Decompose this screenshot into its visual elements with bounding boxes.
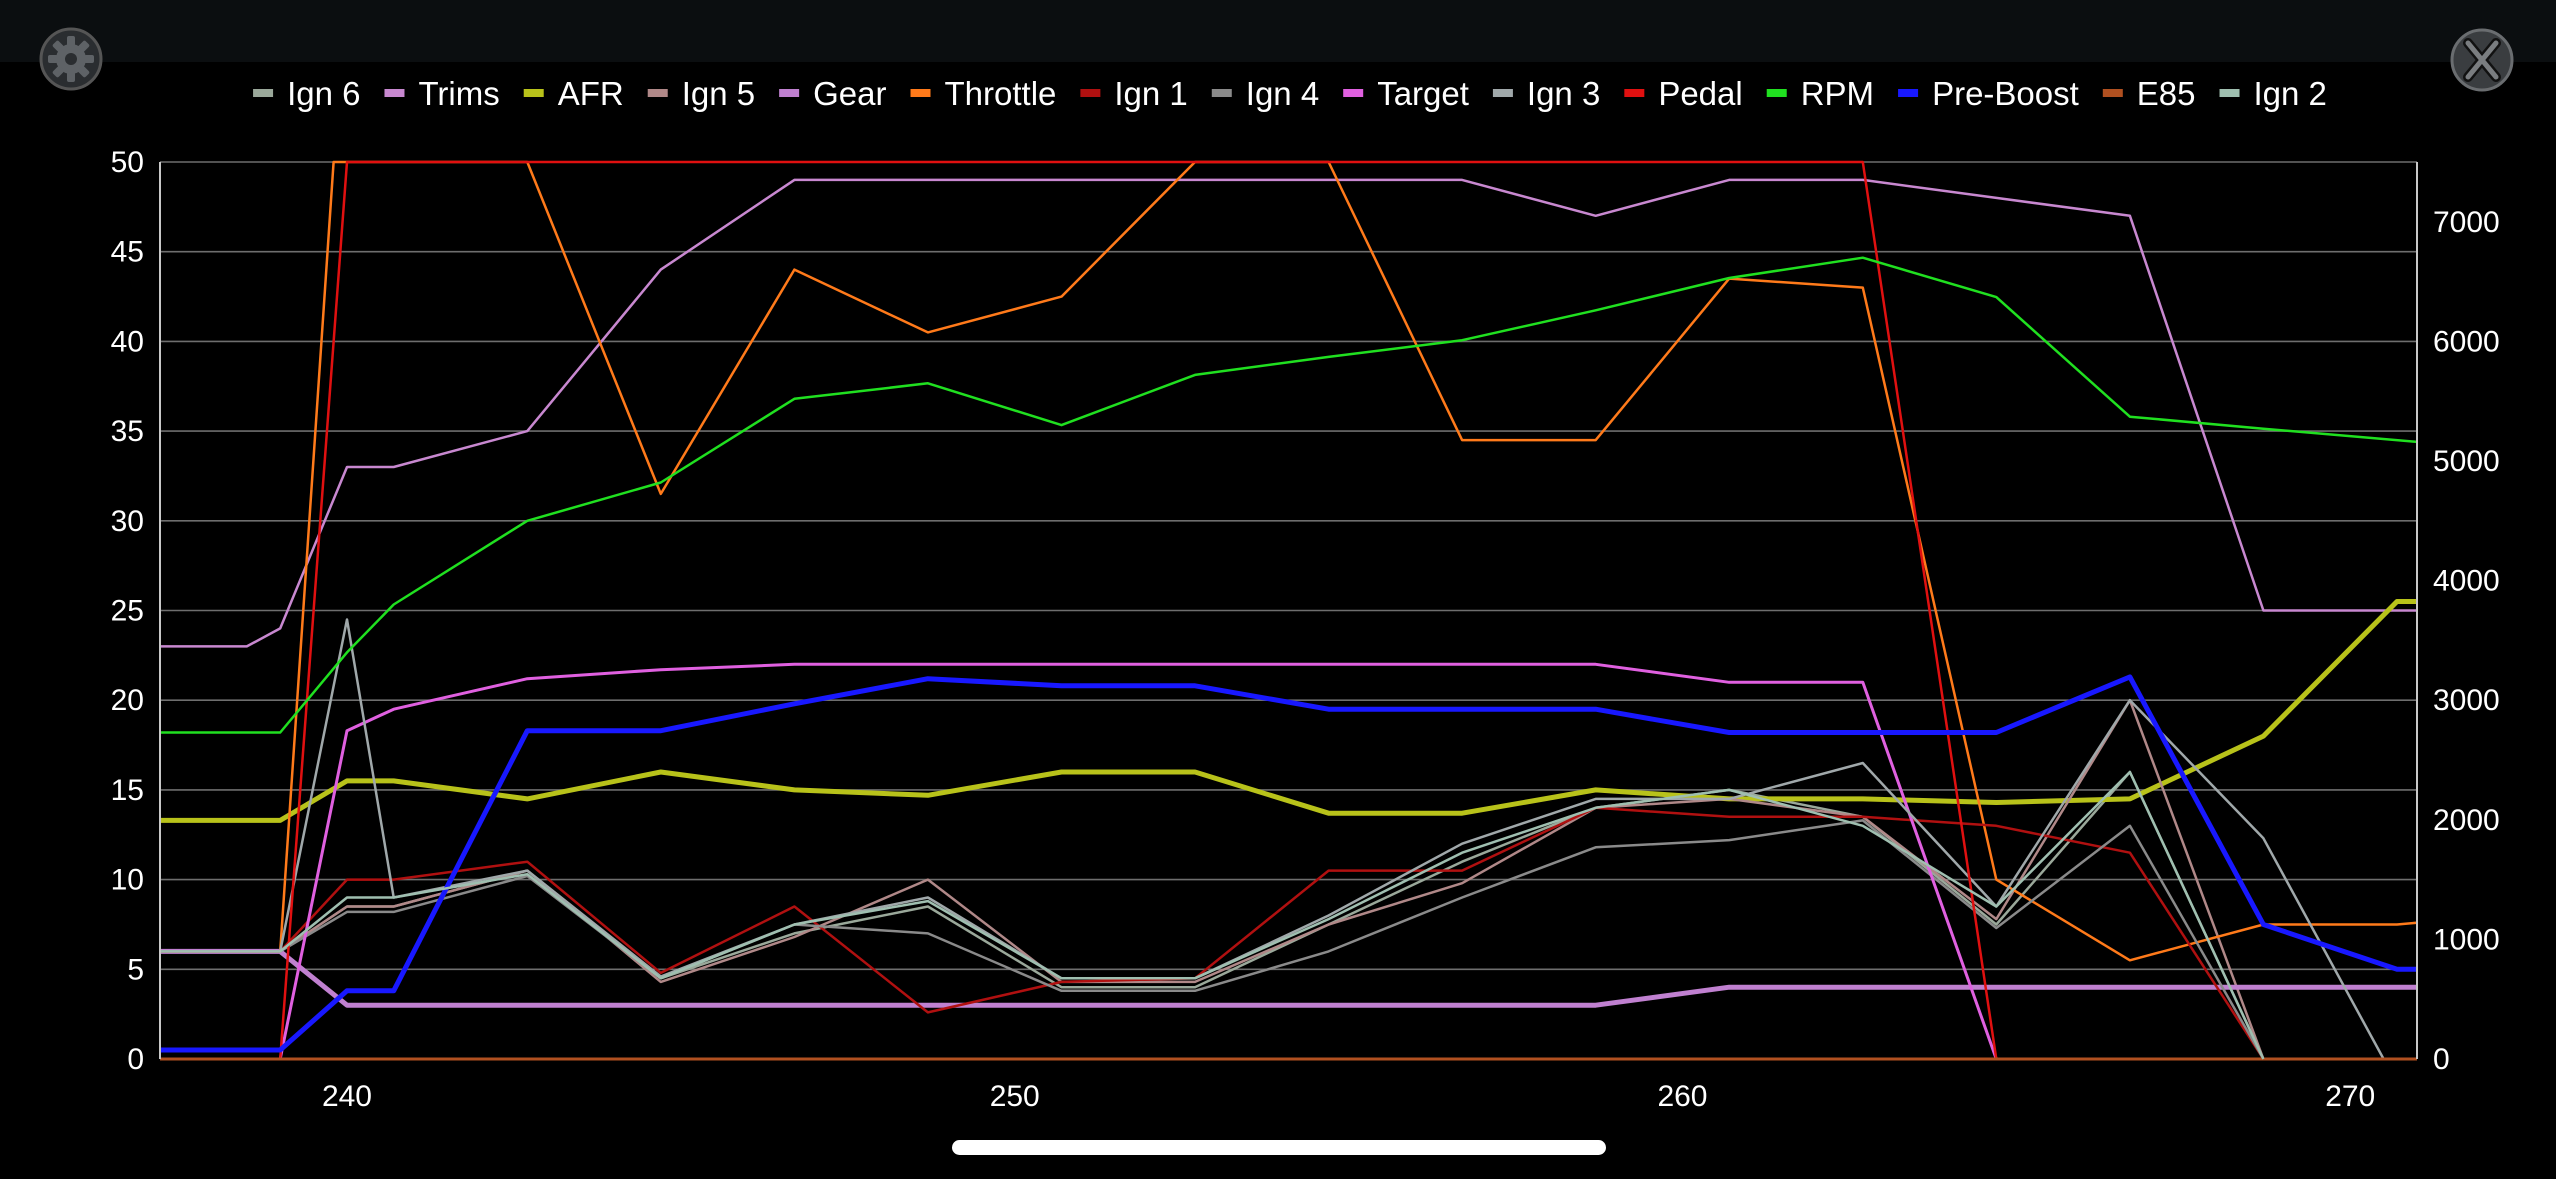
x-tick-label: 240 bbox=[322, 1080, 372, 1113]
series-line-pre-boost bbox=[160, 674, 2417, 1053]
series-line-rpm bbox=[160, 256, 2417, 734]
legend-label: Gear bbox=[813, 75, 886, 112]
y-right-tick-label: 0 bbox=[2433, 1043, 2450, 1076]
y-right-tick-label: 4000 bbox=[2433, 565, 2500, 598]
series-line-trims bbox=[160, 178, 2417, 648]
legend: Ign 6 Trims AFR Ign 5 Gear Throttle Ign 1 Ign 4… bbox=[253, 75, 2327, 112]
legend-swatch bbox=[910, 89, 931, 97]
home-indicator bbox=[952, 1140, 1606, 1155]
series-line-ign-5 bbox=[160, 698, 2265, 1060]
y-left-tick-label: 35 bbox=[111, 415, 144, 448]
legend-label: AFR bbox=[558, 75, 624, 112]
y-left-tick-label: 5 bbox=[127, 953, 144, 986]
settings-button[interactable] bbox=[38, 26, 104, 92]
legend-label: Ign 1 bbox=[1114, 75, 1187, 112]
y-left-tick-label: 15 bbox=[111, 774, 144, 807]
legend-swatch bbox=[253, 89, 274, 97]
y-right-tick-label: 5000 bbox=[2433, 445, 2500, 478]
y-right-tick-label: 3000 bbox=[2433, 684, 2500, 717]
legend-label: Ign 6 bbox=[287, 75, 360, 112]
series-line-ign-2 bbox=[160, 770, 2265, 1060]
y-right-tick-label: 2000 bbox=[2433, 804, 2500, 837]
y-left-tick-label: 0 bbox=[127, 1043, 144, 1076]
series-line-throttle bbox=[160, 160, 2417, 962]
legend-swatch bbox=[1898, 89, 1919, 97]
grid-lines bbox=[160, 161, 2417, 1060]
legend-swatch bbox=[1211, 89, 1232, 97]
legend-item-throttle[interactable]: Throttle bbox=[910, 75, 1057, 112]
legend-swatch bbox=[1492, 89, 1513, 97]
legend-item-ign-1[interactable]: Ign 1 bbox=[1080, 75, 1188, 112]
y-left-tick-label: 45 bbox=[111, 236, 144, 269]
legend-item-pre-boost[interactable]: Pre-Boost bbox=[1898, 75, 2079, 112]
legend-item-ign-3[interactable]: Ign 3 bbox=[1492, 75, 1600, 112]
x-tick-label: 270 bbox=[2325, 1080, 2375, 1113]
y-right-tick-label: 1000 bbox=[2433, 923, 2500, 956]
series-line-target bbox=[278, 662, 1998, 1060]
y-left-tick-label: 40 bbox=[111, 325, 144, 358]
y-left-tick-label: 25 bbox=[111, 595, 144, 628]
series-line-ign-1 bbox=[160, 806, 2265, 1060]
legend-item-ign-2[interactable]: Ign 2 bbox=[2219, 75, 2327, 112]
legend-item-afr[interactable]: AFR bbox=[523, 75, 624, 112]
legend-label: Ign 5 bbox=[682, 75, 755, 112]
series-line-ign-6 bbox=[160, 770, 2265, 1060]
y-right-tick-label: 6000 bbox=[2433, 325, 2500, 358]
legend-label: Ign 3 bbox=[1527, 75, 1600, 112]
series-lines bbox=[160, 160, 2417, 1061]
legend-swatch bbox=[384, 89, 405, 97]
close-x-icon bbox=[2450, 28, 2514, 92]
legend-swatch bbox=[2219, 89, 2240, 97]
legend-label: Target bbox=[1377, 75, 1469, 112]
legend-item-ign-6[interactable]: Ign 6 bbox=[253, 75, 360, 112]
legend-label: E85 bbox=[2137, 75, 2196, 112]
legend-item-target[interactable]: Target bbox=[1343, 75, 1469, 112]
close-button[interactable] bbox=[2448, 26, 2516, 94]
top-bar bbox=[0, 0, 2556, 62]
legend-swatch bbox=[1343, 89, 1364, 97]
legend-swatch bbox=[1624, 89, 1645, 97]
y-left-tick-label: 50 bbox=[111, 146, 144, 179]
axes: 0 5 10 15 20 25 30 35 40 45 50 0 1000 2000 3000 4000 500… bbox=[111, 146, 2500, 1113]
y-left-tick-label: 10 bbox=[111, 864, 144, 897]
chart-panel bbox=[92, 62, 2526, 1114]
legend-label: Ign 4 bbox=[1246, 75, 1319, 112]
y-left-tick-label: 30 bbox=[111, 505, 144, 538]
legend-item-gear[interactable]: Gear bbox=[779, 75, 887, 112]
legend-swatch bbox=[523, 89, 544, 97]
legend-label: Trims bbox=[418, 75, 499, 112]
y-right-tick-label: 7000 bbox=[2433, 206, 2500, 239]
y-left-tick-label: 20 bbox=[111, 684, 144, 717]
legend-swatch bbox=[2102, 89, 2123, 97]
legend-swatch bbox=[1080, 89, 1101, 97]
legend-item-ign-4[interactable]: Ign 4 bbox=[1211, 75, 1319, 112]
legend-item-rpm[interactable]: RPM bbox=[1766, 75, 1874, 112]
legend-label: Throttle bbox=[945, 75, 1057, 112]
legend-label: Pre-Boost bbox=[1932, 75, 2079, 112]
legend-label: Ign 2 bbox=[2254, 75, 2327, 112]
legend-label: RPM bbox=[1801, 75, 1874, 112]
x-tick-label: 260 bbox=[1657, 1080, 1707, 1113]
legend-item-trims[interactable]: Trims bbox=[384, 75, 500, 112]
legend-item-ign-5[interactable]: Ign 5 bbox=[647, 75, 755, 112]
legend-swatch bbox=[779, 89, 800, 97]
legend-item-e85[interactable]: E85 bbox=[2102, 75, 2196, 112]
x-tick-label: 250 bbox=[990, 1080, 1040, 1113]
legend-label: Pedal bbox=[1658, 75, 1742, 112]
legend-swatch bbox=[647, 89, 668, 97]
gear-icon bbox=[39, 27, 103, 91]
legend-item-pedal[interactable]: Pedal bbox=[1624, 75, 1743, 112]
series-line-afr bbox=[160, 599, 2417, 823]
series-line-gear bbox=[160, 948, 2417, 1008]
legend-swatch bbox=[1766, 89, 1787, 97]
